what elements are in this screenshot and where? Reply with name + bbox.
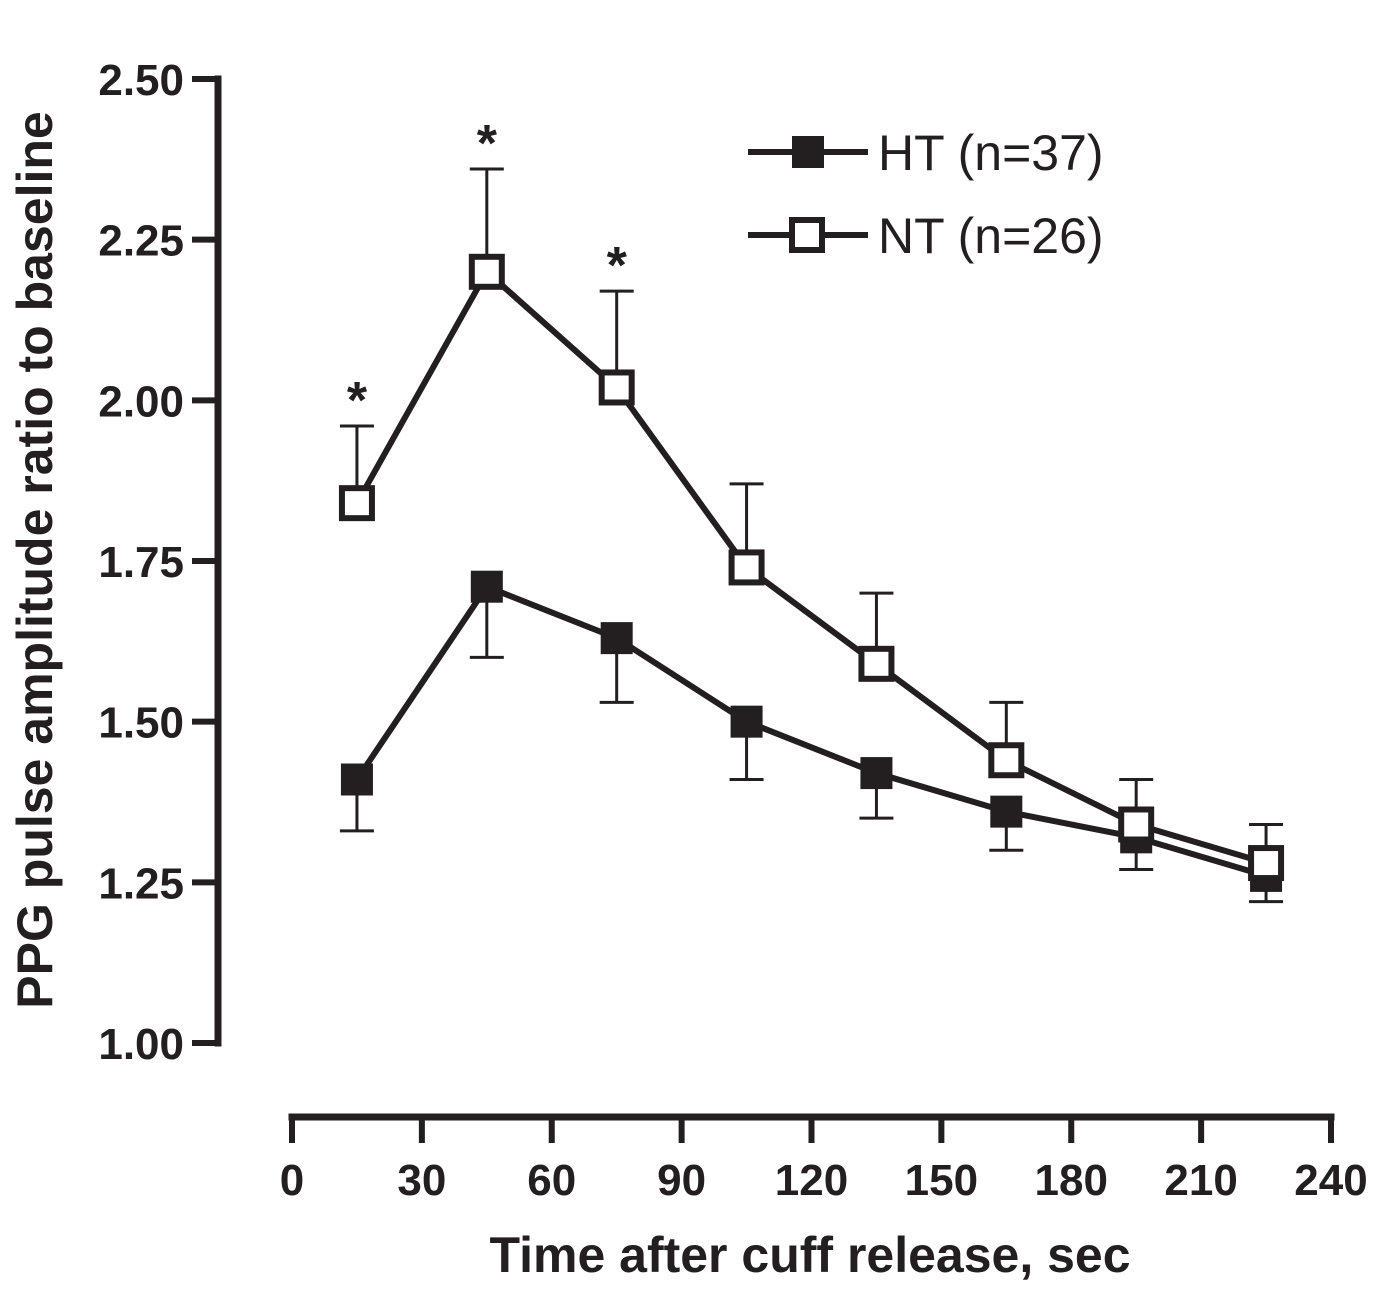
legend-marker-nt	[789, 217, 825, 253]
y-tick-label: 1.75	[98, 538, 184, 587]
significance-marker: *	[477, 115, 498, 173]
data-point-ht	[470, 570, 503, 603]
y-tick-label: 2.50	[98, 56, 184, 105]
x-tick-label: 240	[1294, 1156, 1367, 1205]
x-tick-label: 30	[397, 1156, 446, 1205]
data-point-nt	[728, 549, 765, 586]
x-axis-title: Time after cuff release, sec	[489, 1227, 1130, 1283]
data-point-ht	[340, 763, 373, 796]
x-tick-label: 120	[775, 1156, 848, 1205]
x-tick-label: 180	[1035, 1156, 1108, 1205]
series-line-ht	[354, 583, 1267, 879]
data-point-nt	[468, 253, 505, 290]
x-tick-label: 60	[527, 1156, 576, 1205]
x-tick-label: 210	[1164, 1156, 1237, 1205]
significance-marker: *	[347, 372, 368, 430]
y-tick-label: 2.25	[98, 217, 184, 266]
plot-area: * * *	[338, 115, 1285, 904]
y-tick-label: 1.00	[98, 1020, 184, 1069]
legend: HT (n=37) NT (n=26)	[748, 125, 1104, 264]
data-point-ht	[730, 705, 763, 738]
x-axis: 0 30 60 90 120 150 180 210 240	[280, 1113, 1368, 1205]
data-point-nt	[1248, 845, 1285, 882]
legend-label-ht: HT (n=37)	[878, 125, 1104, 181]
y-axis-title: PPG pulse amplitude ratio to baseline	[7, 111, 63, 1008]
data-point-ht	[990, 795, 1023, 828]
legend-label-nt: NT (n=26)	[878, 208, 1104, 264]
y-tick-label: 2.00	[98, 377, 184, 426]
y-tick-label: 1.25	[98, 859, 184, 908]
data-point-ht	[860, 757, 893, 790]
significance-marker: *	[607, 237, 628, 295]
data-point-nt	[1118, 806, 1155, 843]
x-tick-label: 0	[280, 1156, 304, 1205]
data-point-nt	[988, 742, 1025, 779]
x-tick-label: 150	[905, 1156, 978, 1205]
legend-marker-ht	[792, 136, 824, 168]
data-point-nt	[598, 369, 635, 406]
series-line-nt	[354, 267, 1267, 866]
data-point-ht	[600, 622, 633, 655]
data-point-nt	[338, 485, 375, 522]
x-tick-label: 90	[657, 1156, 706, 1205]
y-tick-label: 1.50	[98, 699, 184, 748]
data-point-nt	[858, 645, 895, 682]
y-axis: 1.00 1.25 1.50 1.75 2.00 2.25 2.50	[98, 56, 222, 1069]
